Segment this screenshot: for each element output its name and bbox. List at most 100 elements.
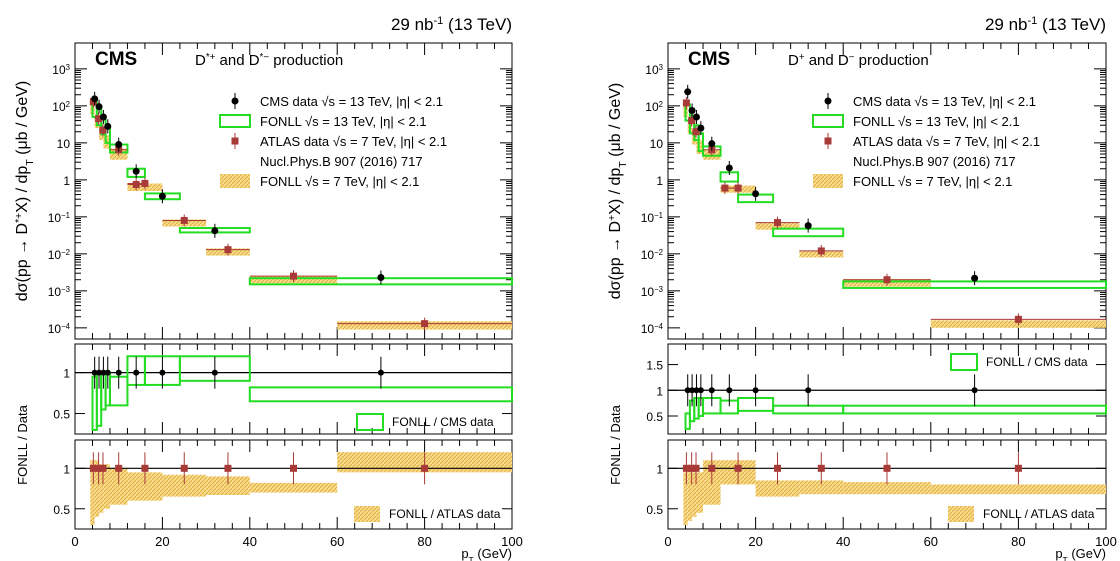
x-axis-label: pT (GeV) (1055, 546, 1106, 561)
legend-entry: FONLL √s = 13 TeV, |η| < 2.1 (260, 114, 427, 129)
cms-point (377, 273, 385, 281)
process-label: D+ and D− production (788, 52, 929, 70)
atlas-point (141, 179, 149, 187)
ratio-cms-point (689, 387, 696, 394)
ratio-atlas-point (290, 464, 297, 472)
ratio-fonll7-band (696, 472, 704, 513)
cms-point (692, 113, 700, 121)
ratio-atlas-point (115, 464, 123, 472)
x-tick-label: 20 (155, 534, 169, 549)
ratio-legend-fonll-cms: FONLL / CMS data (392, 415, 494, 429)
cms-point (708, 140, 716, 148)
atlas-point (99, 126, 107, 134)
ratio-y-tick-label: 0.5 (646, 410, 663, 424)
x-tick-label: 40 (836, 534, 850, 549)
atlas-point (95, 115, 103, 123)
ratio-atlas-point (682, 464, 690, 472)
ratio-atlas-point (692, 464, 700, 472)
ratio-cms-point (693, 387, 700, 394)
ratio-y-tick-label: 0.5 (646, 503, 663, 517)
ratio-fonll7-band (162, 474, 207, 497)
ratio-fonll7-band (90, 460, 95, 525)
legend-entry: FONLL √s = 7 TeV, |η| < 2.1 (853, 174, 1012, 189)
ratio-y-tick-label: 1 (63, 462, 70, 476)
y-tick-label: 102 (52, 99, 70, 114)
ratio-fonll13-box (248, 386, 514, 403)
legend-entry: Nucl.Phys.B 907 (2016) 717 (853, 154, 1016, 169)
x-axis-label: pT (GeV) (461, 546, 512, 561)
ratio-cms-point (377, 369, 384, 376)
ratio-fonll7-band (755, 480, 800, 497)
cms-point (132, 167, 140, 175)
ratio-fonll13-box (842, 404, 1107, 415)
ratio-cms-point (708, 387, 715, 394)
y-tick-label: 10 (57, 137, 71, 151)
x-tick-label: 0 (71, 534, 78, 549)
y-tick-label: 102 (645, 99, 663, 114)
y-tick-label: 10 (650, 137, 664, 151)
legend-entry: CMS data √s = 13 TeV, |η| < 2.1 (853, 94, 1036, 109)
atlas-point (883, 276, 891, 284)
cms-point (95, 103, 103, 111)
fonll7-band (696, 139, 704, 154)
ratio-legend-fonll-atlas: FONLL / ATLAS data (389, 507, 501, 521)
y-tick-label: 10−1 (641, 210, 663, 225)
process-label: D*+ and D*− production (195, 52, 343, 70)
ratio-legend-fonll-atlas-marker (948, 506, 974, 522)
cms-point (115, 141, 123, 149)
fonll7-band (738, 185, 756, 193)
ratio-legend-fonll-cms: FONLL / CMS data (986, 355, 1088, 369)
y-tick-label: 10−3 (48, 284, 70, 299)
legend-atlas-marker (231, 137, 239, 145)
ratio-cms-point (159, 369, 166, 376)
ratio-atlas-point (141, 464, 149, 472)
y-tick-label: 10−4 (48, 321, 71, 336)
y-tick-label: 1 (656, 174, 663, 188)
cms-point (158, 192, 166, 200)
x-tick-label: 20 (748, 534, 762, 549)
atlas-point (817, 247, 825, 255)
legend-entry: CMS data √s = 13 TeV, |η| < 2.1 (260, 94, 443, 109)
ratio-fonll7-band (930, 484, 1106, 495)
x-tick-label: 80 (1011, 534, 1025, 549)
ratio-fonll7-band (843, 482, 931, 495)
cms-point (104, 122, 112, 130)
y-tick-label: 10−1 (48, 210, 70, 225)
atlas-point (692, 128, 700, 136)
atlas-point (290, 272, 297, 280)
luminosity-label: 29 nb-1 (13 TeV) (985, 15, 1106, 34)
x-tick-label: 100 (1095, 534, 1117, 549)
ratio-cms-point (684, 387, 691, 394)
legend-entry: ATLAS data √s = 7 TeV, |η| < 2.1 (853, 134, 1040, 149)
legend-fonll7-marker (220, 174, 250, 188)
ratio-fonll7-band (103, 464, 110, 509)
x-tick-label: 80 (417, 534, 431, 549)
left-chart-panel: 29 nb-1 (13 TeV) CMS D*+ and D*− productio… (14, 15, 523, 561)
ratio-cms-point (211, 369, 218, 376)
x-tick-label: 40 (243, 534, 257, 549)
ratio-cms-point (133, 369, 140, 376)
ratio-fonll7-band (249, 482, 338, 493)
y-axis-label: dσ(pp → D*+X) / dpT (μb / GeV) (14, 81, 36, 302)
ratio-atlas-point (224, 464, 232, 472)
cms-point (725, 164, 733, 172)
y-tick-label: 10−2 (48, 247, 70, 262)
atlas-point (132, 180, 140, 188)
cms-point (684, 88, 692, 96)
ratio-cms-point (96, 369, 103, 376)
x-tick-label: 60 (330, 534, 344, 549)
atlas-point (682, 99, 690, 107)
ratio-cms-point (971, 387, 978, 394)
ratio-y-tick-label: 0.5 (53, 408, 70, 422)
legend-atlas-marker (824, 137, 832, 145)
ratio-fonll7-band (799, 480, 844, 495)
cms-ratio-frame (667, 343, 1107, 435)
cms-point (752, 190, 760, 198)
ratio-legend-fonll-atlas-marker (354, 506, 380, 522)
atlas-point (1014, 315, 1022, 323)
atlas-point (224, 246, 232, 254)
atlas-point (774, 219, 781, 227)
y-tick-label: 1 (63, 174, 70, 188)
atlas-point (734, 184, 742, 192)
